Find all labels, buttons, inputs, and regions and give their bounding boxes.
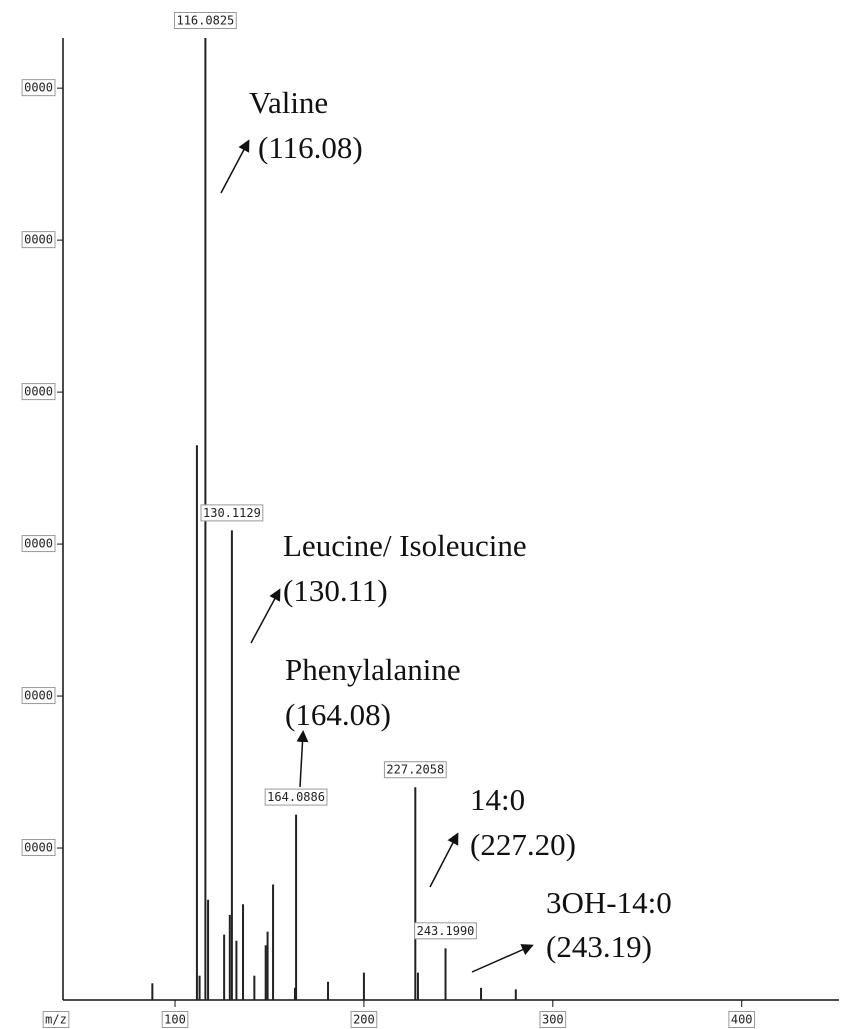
y-tick-label: 0000 (24, 841, 53, 855)
peak-label-box (383, 761, 447, 779)
peak-label-box (200, 504, 264, 522)
annotation-arrow (471, 944, 534, 973)
y-tick-label: 0000 (24, 537, 53, 551)
peak-label: 116.0825 (176, 14, 234, 28)
x-tick-label: 200 (353, 1013, 375, 1027)
y-tick-label-box (21, 687, 56, 705)
annotation-name: 14:0 (470, 782, 525, 817)
x-tick-label: 300 (542, 1013, 564, 1027)
y-tick-label-box (21, 383, 56, 401)
peak-label: 164.0886 (267, 790, 325, 804)
annotation-mz: (243.19) (546, 929, 652, 964)
annotation-mz: (227.20) (470, 827, 576, 862)
annotation-name: Valine (249, 85, 328, 120)
x-axis-label: m/z (45, 1013, 67, 1027)
annotation-arrow (250, 588, 281, 644)
peak-label-box (173, 12, 237, 29)
x-axis-label-box (42, 1011, 70, 1028)
annotation-name: 3OH-14:0 (546, 885, 672, 920)
annotation-name: Leucine/ Isoleucine (283, 528, 527, 563)
x-tick-label-box (161, 1011, 189, 1028)
annotation-arrow (220, 139, 250, 194)
x-tick-label-box (350, 1011, 378, 1028)
annotation-mz: (116.08) (258, 130, 363, 165)
peak-label-box (414, 922, 477, 940)
peak-label: 227.2058 (386, 763, 444, 777)
peak-label: 130.1129 (203, 506, 261, 520)
x-tick-label-box (539, 1011, 567, 1028)
x-tick-label: 100 (164, 1013, 186, 1027)
x-tick-label: 400 (731, 1013, 753, 1027)
x-tick-label-box (728, 1011, 756, 1028)
annotation-name: Phenylalanine (285, 652, 461, 687)
annotation-arrow (296, 730, 309, 788)
annotation-arrow (429, 832, 459, 888)
y-tick-label: 0000 (24, 689, 53, 703)
y-tick-label: 0000 (24, 81, 53, 95)
peak-label-box (264, 788, 328, 806)
y-tick-label-box (21, 79, 56, 97)
y-tick-label-box (21, 231, 56, 249)
y-tick-label-box (21, 535, 56, 553)
peak-label: 243.1990 (417, 924, 475, 938)
y-tick-label: 0000 (24, 385, 53, 399)
annotation-mz: (130.11) (283, 573, 388, 608)
y-tick-label-box (21, 839, 56, 857)
annotation-mz: (164.08) (285, 697, 391, 732)
y-tick-label: 0000 (24, 233, 53, 247)
